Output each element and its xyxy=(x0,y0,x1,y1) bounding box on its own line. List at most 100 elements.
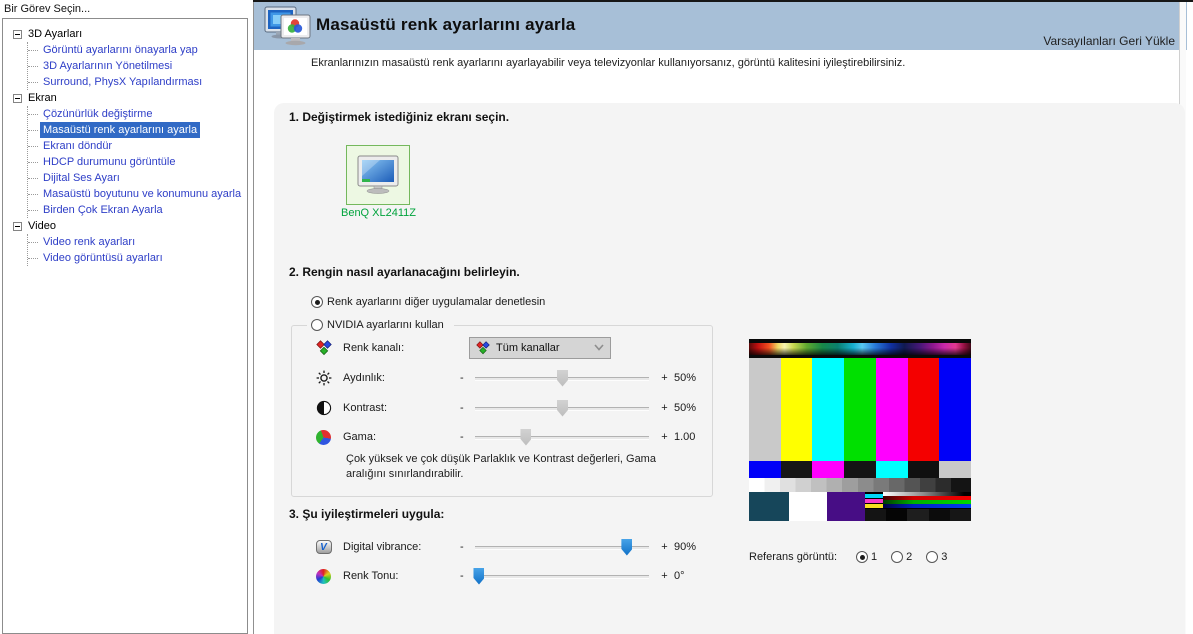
radio-reference-2[interactable] xyxy=(891,551,904,563)
color-channel-select[interactable]: Tüm kanallar xyxy=(469,337,611,359)
color-bar xyxy=(907,461,940,478)
color-bar xyxy=(812,358,845,461)
radio-row-other-apps[interactable]: Renk ayarlarını diğer uygulamalar denetl… xyxy=(311,295,545,309)
tree-item-rotate-display[interactable]: Ekranı döndür xyxy=(27,138,115,154)
reference-option-2[interactable]: 2 xyxy=(891,551,912,563)
page-description: Ekranlarınızın masaüstü renk ayarlarını … xyxy=(311,57,906,69)
tree-item-video-color-settings[interactable]: Video renk ayarları xyxy=(27,234,138,250)
tree-item-adjust-desktop-size[interactable]: Masaüstü boyutunu ve konumunu ayarla xyxy=(27,186,244,202)
slider-minus: - xyxy=(460,541,464,553)
color-bar xyxy=(749,358,781,461)
desktop-color-monitors-icon xyxy=(264,6,312,51)
gamma-row: Gama: - + 1.00 xyxy=(315,426,695,448)
reference-option-3[interactable]: 3 xyxy=(926,551,947,563)
digital-vibrance-value: 90% xyxy=(674,541,697,553)
slider-minus: - xyxy=(460,372,464,384)
hue-icon xyxy=(315,568,332,584)
color-bar xyxy=(844,358,876,461)
contrast-icon xyxy=(315,400,332,416)
brightness-value: 50% xyxy=(674,372,697,384)
tree-item-video-image-settings[interactable]: Video görüntüsü ayarları xyxy=(28,250,166,266)
slider-thumb[interactable] xyxy=(621,538,633,556)
slider-minus: - xyxy=(460,431,464,443)
hue-value: 0° xyxy=(674,570,685,582)
slider-track xyxy=(475,574,649,579)
test-pattern-teal-block xyxy=(749,492,789,521)
contrast-value: 50% xyxy=(674,402,697,414)
tree-item-digital-audio[interactable]: Dijital Ses Ayarı xyxy=(28,170,123,186)
color-bar xyxy=(939,358,972,461)
page-title: Masaüstü renk ayarlarını ayarla xyxy=(316,15,576,34)
slider-thumb[interactable] xyxy=(520,428,532,446)
slider-thumb[interactable] xyxy=(557,369,568,387)
digital-vibrance-icon: V xyxy=(315,540,332,554)
test-pattern-top-border xyxy=(749,339,971,343)
hue-row: Renk Tonu: - + 0° xyxy=(315,565,685,587)
brightness-slider[interactable] xyxy=(475,369,649,388)
restore-defaults-button[interactable]: Varsayılanları Geri Yükle xyxy=(1043,34,1175,48)
display-name-label: BenQ XL2411Z xyxy=(340,207,416,219)
section1-heading: 1. Değiştirmek istediğiniz ekranı seçin. xyxy=(289,110,510,124)
section3-heading: 3. Şu iyileştirmeleri uygula: xyxy=(289,507,445,521)
tree-item-view-hdcp-status[interactable]: HDCP durumunu görüntüle xyxy=(27,154,178,170)
color-bar xyxy=(749,461,781,478)
slider-track xyxy=(475,435,649,440)
slider-plus: + xyxy=(661,431,668,443)
sidebar-title: Bir Görev Seçin... xyxy=(4,3,91,15)
gamma-label: Gama: xyxy=(343,431,377,443)
hue-slider[interactable] xyxy=(473,567,649,586)
collapse-icon[interactable] xyxy=(13,29,22,39)
radio-nvidia-label: NVIDIA ayarlarını kullan xyxy=(327,319,444,331)
main-panel: Masaüstü renk ayarlarını ayarla Varsayıl… xyxy=(253,0,1187,634)
color-bar xyxy=(939,461,972,478)
radio-reference-1[interactable] xyxy=(856,551,868,563)
slider-thumb[interactable] xyxy=(473,567,485,585)
task-sidebar: Bir Görev Seçin... 3D Ayarları Görüntü a… xyxy=(0,0,253,634)
gamma-note: Çok yüksek ve çok düşük Parlaklık ve Kon… xyxy=(346,453,656,480)
radio-nvidia-settings[interactable] xyxy=(311,319,323,331)
gamma-slider[interactable] xyxy=(475,428,649,447)
contrast-slider[interactable] xyxy=(475,399,649,418)
slider-plus: + xyxy=(661,570,668,582)
color-channel-row: Renk kanalı: Tüm kanallar xyxy=(315,337,611,359)
test-pattern-color-bars xyxy=(749,358,972,461)
brightness-label: Aydınlık: xyxy=(343,372,385,384)
display-tile-benq[interactable] xyxy=(346,145,410,205)
digital-vibrance-label: Digital vibrance: xyxy=(343,541,422,553)
tree-item-surround-physx[interactable]: Surround, PhysX Yapılandırması xyxy=(27,74,205,90)
digital-vibrance-row: V Digital vibrance: - + 90% xyxy=(315,536,696,558)
radio-row-nvidia[interactable]: NVIDIA ayarlarını kullan xyxy=(311,318,444,332)
collapse-icon[interactable] xyxy=(13,221,22,231)
collapse-icon[interactable] xyxy=(13,93,22,103)
color-channel-value: Tüm kanallar xyxy=(496,342,560,354)
tree-item-adjust-desktop-color-selected[interactable]: Masaüstü renk ayarlarını ayarla xyxy=(27,122,201,138)
hue-label: Renk Tonu: xyxy=(343,570,399,582)
chevron-down-icon xyxy=(594,342,604,354)
test-pattern-spectrum-strip xyxy=(749,343,971,358)
reference-image-row: Referans görüntü: 1 2 3 xyxy=(749,549,961,565)
test-pattern-white-block xyxy=(789,492,827,521)
slider-minus: - xyxy=(460,570,464,582)
tree-item-setup-multiple-displays[interactable]: Birden Çok Ekran Ayarla xyxy=(28,202,166,218)
tree-category-display[interactable]: Ekran xyxy=(13,90,247,106)
reference-option-1[interactable]: 1 xyxy=(856,551,877,563)
tree-category-video[interactable]: Video xyxy=(13,218,247,234)
color-bar xyxy=(875,461,908,478)
test-pattern-grayscale-steps xyxy=(749,478,971,492)
radio-reference-3[interactable] xyxy=(926,551,939,563)
color-bar xyxy=(780,358,813,461)
test-pattern-gradient-block xyxy=(865,492,972,521)
slider-thumb[interactable] xyxy=(557,399,568,417)
tree-category-3d-settings[interactable]: 3D Ayarları xyxy=(13,26,247,42)
color-channel-label: Renk kanalı: xyxy=(343,342,405,354)
color-test-pattern xyxy=(749,339,972,521)
tree-item-preview-image-settings[interactable]: Görüntü ayarlarını önayarla yap xyxy=(28,42,201,58)
tree-item-change-resolution[interactable]: Çözünürlük değiştirme xyxy=(27,106,155,122)
gamma-icon xyxy=(315,429,332,445)
contrast-label: Kontrast: xyxy=(343,402,388,414)
radio-other-apps[interactable] xyxy=(311,296,323,308)
slider-plus: + xyxy=(661,402,668,414)
slider-plus: + xyxy=(661,541,668,553)
tree-item-manage-3d-settings[interactable]: 3D Ayarlarının Yönetilmesi xyxy=(27,58,175,74)
digital-vibrance-slider[interactable] xyxy=(475,538,649,557)
